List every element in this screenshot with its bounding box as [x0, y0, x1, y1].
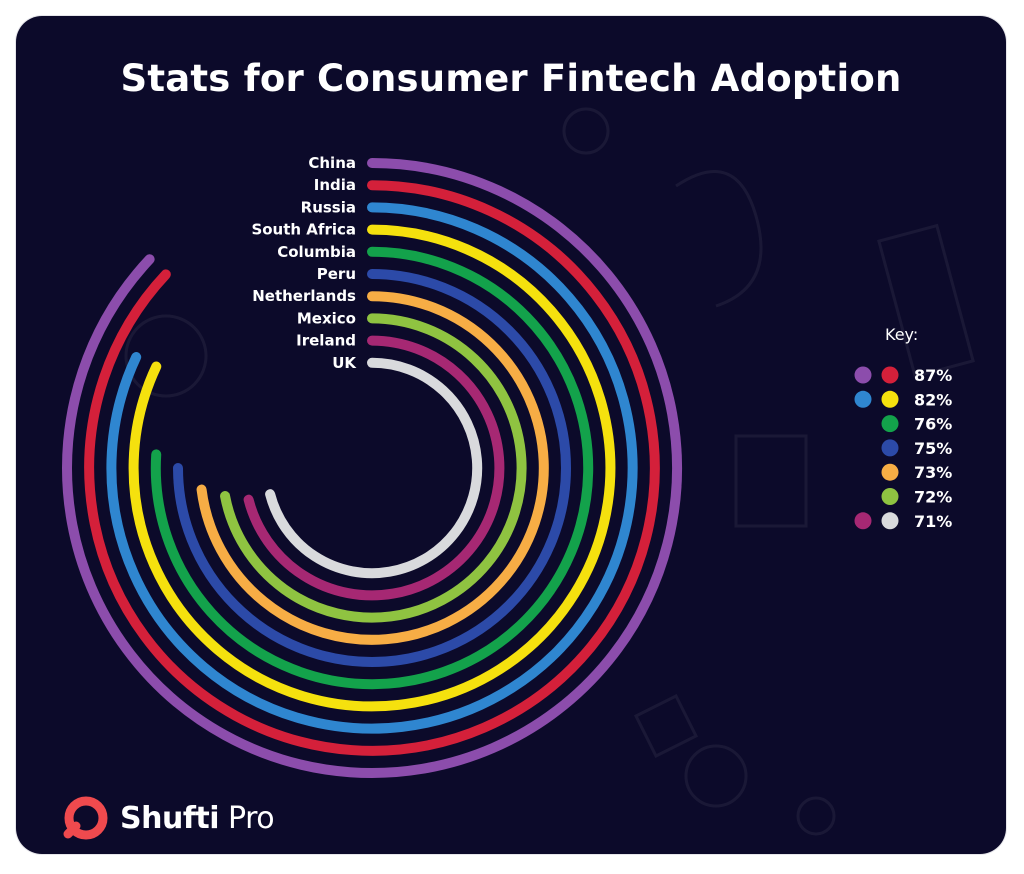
arc-china [62, 158, 682, 778]
arc-columbia [150, 246, 594, 690]
label-ireland: Ireland [296, 332, 356, 350]
legend-swatch [881, 415, 899, 433]
label-south-africa: South Africa [251, 221, 356, 239]
legend-swatch [854, 366, 872, 384]
brand-logo: Shufti Pro [62, 794, 275, 842]
arc-india [84, 180, 660, 756]
arc-south-africa [128, 224, 616, 712]
legend-swatch [854, 512, 872, 530]
label-peru: Peru [317, 265, 356, 283]
brand-name-bold: Shufti [120, 800, 220, 836]
legend-label: 82% [914, 390, 952, 409]
legend-label: 75% [914, 439, 952, 458]
arc-mexico [220, 313, 527, 623]
legend-label: 73% [914, 463, 952, 482]
label-mexico: Mexico [297, 309, 356, 327]
brand-name-light: Pro [228, 800, 275, 836]
legend-title: Key: [885, 325, 918, 344]
background-doodles [124, 107, 975, 836]
legend-label: 71% [914, 512, 952, 531]
legend-swatch [881, 488, 899, 505]
brand-wordmark: Shufti Pro [120, 800, 275, 836]
legend-label: 76% [914, 415, 952, 434]
arc-ireland [243, 335, 505, 601]
label-india: India [314, 176, 356, 194]
label-russia: Russia [301, 198, 356, 216]
legend-swatch [881, 512, 899, 530]
legend-label: 72% [914, 488, 952, 507]
legend-swatch [881, 390, 899, 408]
legend-label: 87% [914, 366, 952, 385]
label-columbia: Columbia [277, 243, 356, 261]
category-labels: China India Russia South Africa Columbia Peru… [251, 154, 357, 372]
arc-netherlands [196, 291, 549, 645]
chart-title: Stats for Consumer Fintech Adoption [120, 57, 902, 100]
legend: Key: 87% 82% 76% 75% 73% 72% 71% [854, 325, 952, 531]
label-netherlands: Netherlands [252, 287, 356, 305]
radial-bar-chart: China India Russia South Africa Columbia Peru… [62, 107, 975, 836]
arc-russia [106, 202, 638, 734]
label-uk: UK [332, 354, 357, 372]
arc-series [62, 158, 682, 778]
legend-swatch [854, 390, 872, 408]
label-china: China [308, 154, 356, 172]
arc-peru [173, 269, 571, 667]
shufti-logo-icon [63, 796, 108, 840]
legend-swatch [881, 366, 899, 384]
legend-swatch [881, 439, 899, 457]
legend-swatch [881, 463, 899, 481]
arc-uk [265, 357, 483, 579]
infographic-card: Stats for Consumer Fintech Adoption Chin… [16, 16, 1006, 854]
